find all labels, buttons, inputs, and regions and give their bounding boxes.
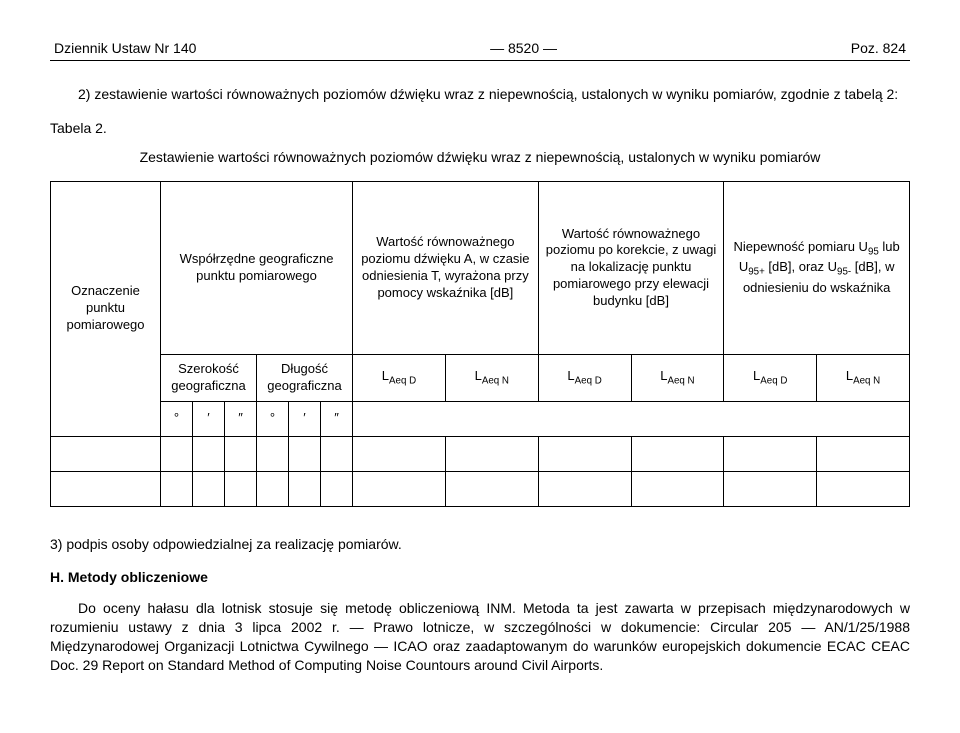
data-cell: [724, 471, 817, 506]
data-cell: [161, 436, 193, 471]
header-center: — 8520 —: [490, 40, 557, 56]
header-left: Dziennik Ustaw Nr 140: [54, 40, 196, 56]
intro-paragraph: 2) zestawienie wartości równoważnych poz…: [50, 85, 910, 104]
data-cell: [225, 471, 257, 506]
page-header: Dziennik Ustaw Nr 140 — 8520 — Poz. 824: [50, 40, 910, 56]
data-cell: [257, 471, 289, 506]
data-cell: [321, 471, 353, 506]
sub-laeqd-1: LAeq D: [353, 354, 446, 401]
data-cell: [257, 436, 289, 471]
col-wartosc-korekta: Wartość równoważnego poziomu po korekcie…: [538, 181, 724, 354]
data-cell: [631, 471, 724, 506]
data-cell: [289, 471, 321, 506]
data-cell: [538, 436, 631, 471]
data-cell: [353, 436, 446, 471]
data-cell: [445, 471, 538, 506]
sub-laeqd-3: LAeq D: [724, 354, 817, 401]
data-cell: [445, 436, 538, 471]
data-cell: [225, 436, 257, 471]
sub-laeqn-1: LAeq N: [445, 354, 538, 401]
deg-1: °: [161, 401, 193, 436]
data-cell: [51, 471, 161, 506]
data-cell: [724, 436, 817, 471]
data-cell: [51, 436, 161, 471]
deg-2: °: [257, 401, 289, 436]
sub-szerokosc: Szerokość geograficzna: [161, 354, 257, 401]
header-right: Poz. 824: [851, 40, 906, 56]
table-caption: Zestawienie wartości równoważnych poziom…: [50, 148, 910, 167]
sub-dlugosc: Długość geograficzna: [257, 354, 353, 401]
header-divider: [50, 60, 910, 61]
col-wspolrzedne: Współrzędne geograficzne punktu pomiarow…: [161, 181, 353, 354]
sub-laeqn-2: LAeq N: [631, 354, 724, 401]
item-3: 3) podpis osoby odpowiedzialnej za reali…: [50, 535, 910, 554]
sub-laeqd-2: LAeq D: [538, 354, 631, 401]
data-cell: [817, 471, 910, 506]
min-1: ′: [193, 401, 225, 436]
sec-2: ″: [321, 401, 353, 436]
data-table: Oznaczenie punktu pomiarowego Współrzędn…: [50, 181, 910, 507]
sub-laeqn-3: LAeq N: [817, 354, 910, 401]
merged-blank: [353, 401, 910, 436]
col-oznaczenie: Oznaczenie punktu pomiarowego: [51, 181, 161, 436]
col-wartosc-a: Wartość równoważnego poziomu dźwięku A, …: [353, 181, 539, 354]
col-niepewnosc: Niepewność pomiaru U95 lub U95+ [dB], or…: [724, 181, 910, 354]
table-label: Tabela 2.: [50, 120, 910, 136]
data-cell: [817, 436, 910, 471]
sec-1: ″: [225, 401, 257, 436]
data-cell: [289, 436, 321, 471]
body-paragraph: Do oceny hałasu dla lotnisk stosuje się …: [50, 599, 910, 675]
data-cell: [161, 471, 193, 506]
section-h-heading: H. Metody obliczeniowe: [50, 569, 910, 585]
data-cell: [193, 436, 225, 471]
data-cell: [631, 436, 724, 471]
min-2: ′: [289, 401, 321, 436]
data-cell: [538, 471, 631, 506]
data-cell: [321, 436, 353, 471]
data-cell: [353, 471, 446, 506]
data-cell: [193, 471, 225, 506]
